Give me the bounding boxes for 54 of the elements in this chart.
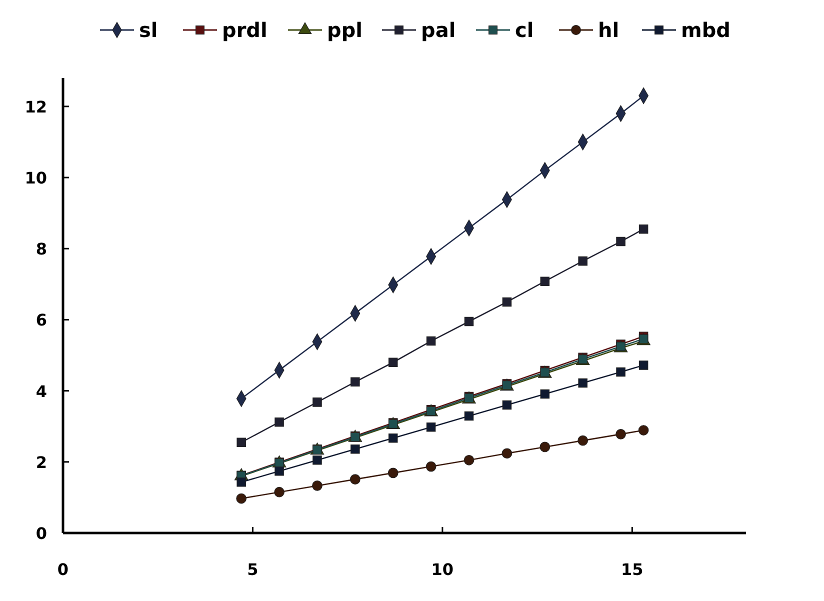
point [274, 417, 284, 427]
point [426, 461, 436, 472]
x-tick-label: 10 [431, 560, 454, 579]
point [350, 444, 360, 454]
x-tick-label: 5 [247, 560, 258, 579]
point [502, 448, 512, 459]
legend-label: prdl [222, 18, 268, 42]
legend-label: cl [515, 18, 534, 42]
point [274, 486, 284, 498]
x-tick-label: 15 [621, 560, 644, 579]
legend-label: mbd [681, 18, 730, 42]
point [312, 456, 322, 465]
point [540, 389, 550, 399]
point [274, 466, 284, 476]
point [464, 411, 474, 421]
point [426, 422, 436, 432]
point [616, 367, 626, 377]
point [464, 316, 474, 326]
y-tick-label: 0 [36, 524, 47, 543]
y-tick-label: 10 [24, 168, 47, 188]
point [540, 276, 550, 286]
y-tick-label: 6 [36, 310, 47, 330]
point [502, 400, 512, 410]
point [426, 336, 436, 346]
point [540, 442, 550, 452]
y-tick-label: 8 [36, 240, 47, 259]
x-tick-label: 0 [57, 560, 69, 579]
y-tick-label: 2 [36, 452, 47, 472]
point [578, 435, 588, 446]
point [388, 358, 398, 368]
point [616, 236, 626, 246]
point [388, 433, 398, 443]
y-tick-label: 4 [36, 382, 47, 401]
point [236, 493, 247, 504]
point [638, 360, 648, 370]
point [638, 224, 648, 234]
legend-label: pal [421, 18, 456, 42]
point [236, 438, 246, 447]
point [236, 478, 246, 487]
point [350, 474, 360, 484]
y-tick-label: 12 [24, 97, 47, 116]
point [388, 468, 398, 478]
legend-label: sl [139, 18, 158, 42]
legend-label: hl [598, 18, 620, 42]
point [464, 454, 474, 466]
point [312, 480, 322, 491]
point [312, 398, 322, 407]
point [638, 425, 649, 436]
point [616, 429, 626, 440]
point [578, 378, 588, 388]
legend-label: ppl [327, 18, 362, 42]
point [350, 377, 360, 387]
point [578, 256, 588, 266]
point [502, 297, 512, 307]
